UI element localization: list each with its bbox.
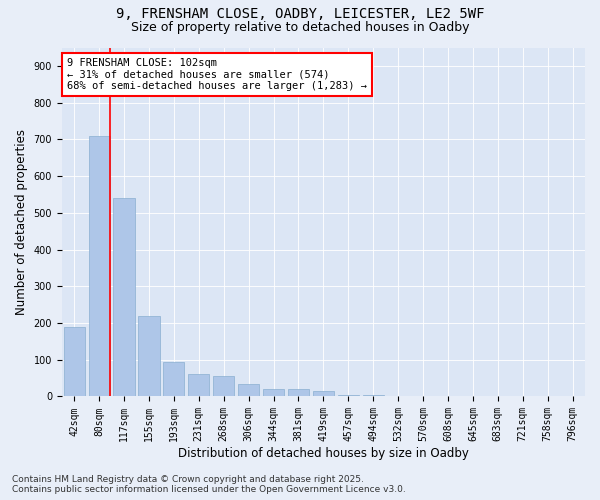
Bar bbox=[362, 394, 384, 396]
Text: Size of property relative to detached houses in Oadby: Size of property relative to detached ho… bbox=[131, 21, 469, 34]
X-axis label: Distribution of detached houses by size in Oadby: Distribution of detached houses by size … bbox=[178, 447, 469, 460]
Text: Contains HM Land Registry data © Crown copyright and database right 2025.
Contai: Contains HM Land Registry data © Crown c… bbox=[12, 474, 406, 494]
Bar bbox=[139, 316, 160, 396]
Bar bbox=[113, 198, 134, 396]
Y-axis label: Number of detached properties: Number of detached properties bbox=[15, 129, 28, 315]
Bar bbox=[263, 389, 284, 396]
Bar bbox=[313, 391, 334, 396]
Bar bbox=[64, 326, 85, 396]
Text: 9 FRENSHAM CLOSE: 102sqm
← 31% of detached houses are smaller (574)
68% of semi-: 9 FRENSHAM CLOSE: 102sqm ← 31% of detach… bbox=[67, 58, 367, 91]
Bar bbox=[163, 362, 184, 396]
Bar bbox=[213, 376, 235, 396]
Bar bbox=[238, 384, 259, 396]
Bar bbox=[288, 389, 309, 396]
Bar bbox=[89, 136, 110, 396]
Bar bbox=[338, 394, 359, 396]
Text: 9, FRENSHAM CLOSE, OADBY, LEICESTER, LE2 5WF: 9, FRENSHAM CLOSE, OADBY, LEICESTER, LE2… bbox=[116, 8, 484, 22]
Bar bbox=[188, 374, 209, 396]
